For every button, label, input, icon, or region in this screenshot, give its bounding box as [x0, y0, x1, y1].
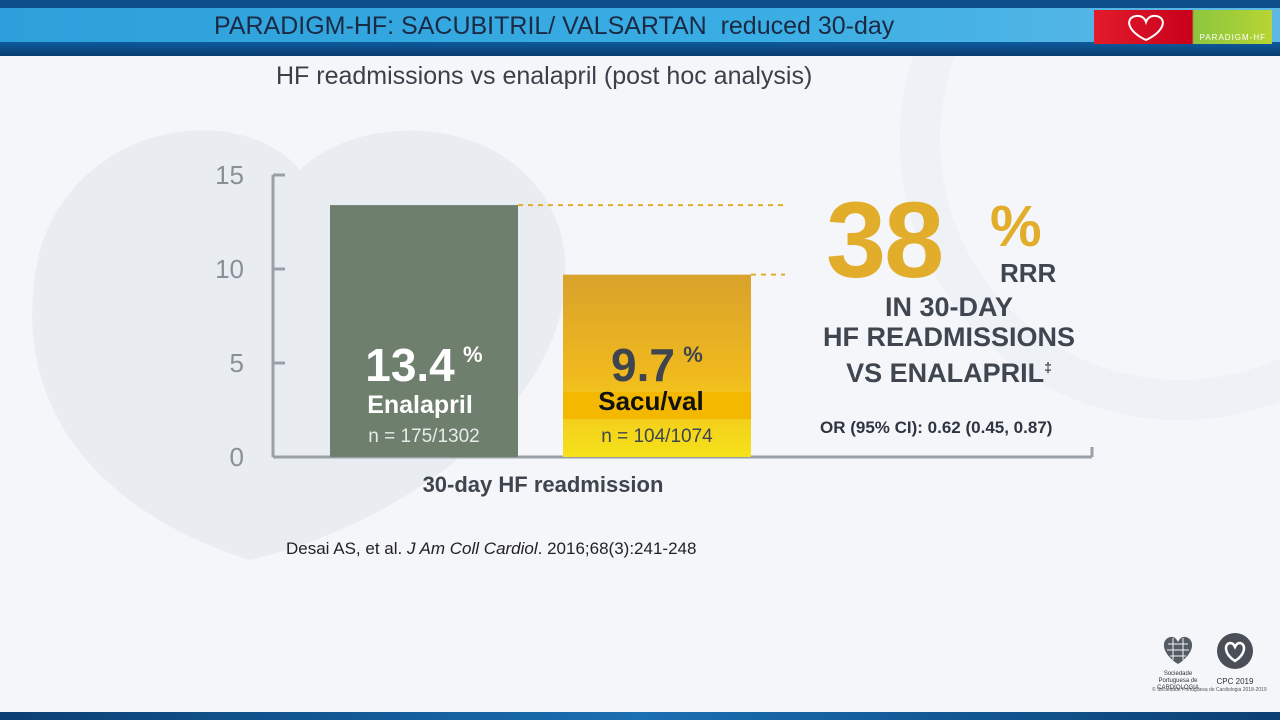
bar-value-percent-sign: % [463, 342, 483, 367]
y-tick-label: 10 [215, 254, 244, 284]
y-tick-label: 5 [230, 348, 244, 378]
rrr-description: IN 30-DAY HF READMISSIONS VS ENALAPRIL‡ [808, 292, 1090, 388]
sacubitril-valsartan-label-band [563, 392, 751, 419]
cpc-heart-icon [1217, 633, 1253, 669]
header-bar: PARADIGM-HF: SACUBITRIL/ VALSARTAN reduc… [0, 0, 1280, 56]
bar-value-label: 13.4 [365, 339, 455, 391]
bar-category-label: Enalapril [367, 391, 473, 419]
citation-authors: Desai AS, et al. [286, 539, 403, 558]
spc-name: Sociedade Portuguesa de CARDIOLOGIA [1157, 671, 1199, 691]
x-axis-label: 30-day HF readmission [423, 472, 664, 497]
rrr-description-line-1: IN 30-DAY [884, 292, 1014, 322]
copyright-text: © Sociedade Portuguesa de Cardiologia 20… [1152, 687, 1267, 693]
rrr-description-line-3: VS ENALAPRIL‡ [808, 352, 1090, 388]
rrr-description-line-2: HF READMISSIONS [822, 322, 1076, 352]
citation-details: . 2016;68(3):241-248 [537, 539, 697, 558]
rrr-percent-sign: % [990, 194, 1042, 259]
header-title-stripe [0, 8, 1280, 42]
bar-value-percent-sign: % [683, 342, 703, 367]
rrr-label: RRR [1000, 258, 1057, 288]
footnote-mark: ‡ [1044, 359, 1052, 375]
cpc-text: CPC 2019 [1216, 677, 1254, 686]
paradigm-hf-logo-text: PARADIGM-HF [1199, 33, 1266, 42]
y-tick-label: 15 [215, 160, 244, 190]
spc-heart-icon [1163, 636, 1193, 664]
rrr-value: 38 [826, 179, 944, 300]
bar-sacubitril-valsartan [563, 274, 751, 457]
bar-n-label: n = 104/1074 [601, 426, 713, 447]
slide-subtitle: HF readmissions vs enalapril (post hoc a… [276, 62, 813, 90]
footer-bar [0, 712, 1280, 720]
bar-enalapril [330, 205, 518, 457]
rrr-description-line-3-text: VS ENALAPRIL [846, 358, 1045, 388]
paradigm-hf-logo: PARADIGM-HF [1094, 10, 1272, 44]
cpc-logo: CPC 2019 [1212, 632, 1258, 686]
odds-ratio-text: OR (95% CI): 0.62 (0.45, 0.87) [820, 418, 1053, 437]
citation: Desai AS, et al. J Am Coll Cardiol. 2016… [286, 539, 696, 559]
heart-logo-icon [1128, 14, 1164, 42]
bar-n-label: n = 175/1302 [368, 426, 479, 447]
y-tick-label: 0 [230, 442, 244, 472]
slide-title: PARADIGM-HF: SACUBITRIL/ VALSARTAN reduc… [214, 12, 895, 40]
bar-category-label: Sacu/val [598, 386, 704, 416]
bar-value-label: 9.7 [611, 339, 675, 391]
citation-journal: J Am Coll Cardiol [406, 539, 538, 558]
spc-logo: Sociedade Portuguesa de CARDIOLOGIA [1150, 632, 1206, 692]
